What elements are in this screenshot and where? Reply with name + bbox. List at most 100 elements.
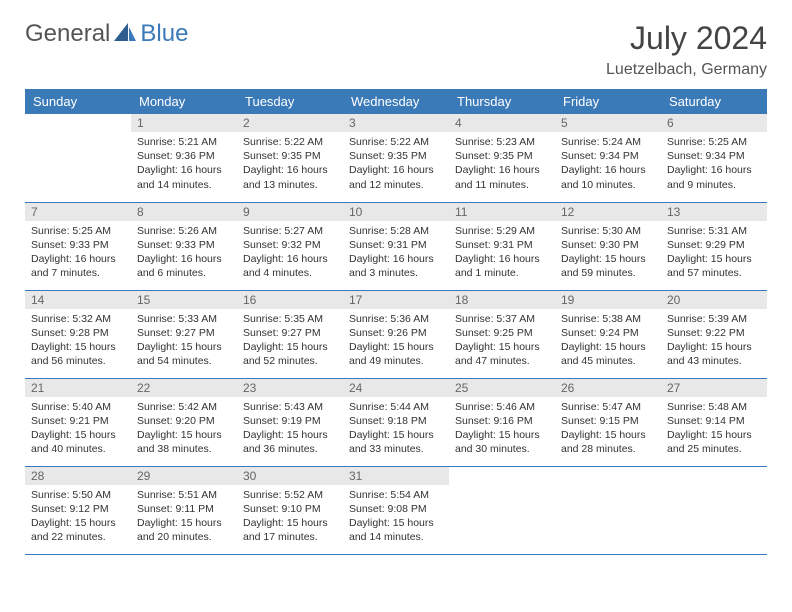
- day-details: Sunrise: 5:26 AMSunset: 9:33 PMDaylight:…: [131, 221, 237, 286]
- day-details: Sunrise: 5:38 AMSunset: 9:24 PMDaylight:…: [555, 309, 661, 374]
- month-title: July 2024: [606, 20, 767, 57]
- calendar-day-cell: 18Sunrise: 5:37 AMSunset: 9:25 PMDayligh…: [449, 290, 555, 378]
- calendar-day-cell: 30Sunrise: 5:52 AMSunset: 9:10 PMDayligh…: [237, 466, 343, 554]
- calendar-day-cell: 2Sunrise: 5:22 AMSunset: 9:35 PMDaylight…: [237, 114, 343, 202]
- day-number: 8: [131, 203, 237, 221]
- day-details: Sunrise: 5:48 AMSunset: 9:14 PMDaylight:…: [661, 397, 767, 462]
- day-number: 15: [131, 291, 237, 309]
- day-details: Sunrise: 5:52 AMSunset: 9:10 PMDaylight:…: [237, 485, 343, 550]
- calendar-week-row: 7Sunrise: 5:25 AMSunset: 9:33 PMDaylight…: [25, 202, 767, 290]
- day-details: Sunrise: 5:35 AMSunset: 9:27 PMDaylight:…: [237, 309, 343, 374]
- weekday-header: Friday: [555, 89, 661, 114]
- calendar-day-cell: 23Sunrise: 5:43 AMSunset: 9:19 PMDayligh…: [237, 378, 343, 466]
- weekday-header: Tuesday: [237, 89, 343, 114]
- calendar-day-cell: 7Sunrise: 5:25 AMSunset: 9:33 PMDaylight…: [25, 202, 131, 290]
- header: General Blue July 2024 Luetzelbach, Germ…: [25, 20, 767, 79]
- day-details: Sunrise: 5:30 AMSunset: 9:30 PMDaylight:…: [555, 221, 661, 286]
- day-details: Sunrise: 5:25 AMSunset: 9:34 PMDaylight:…: [661, 132, 767, 197]
- day-details: Sunrise: 5:21 AMSunset: 9:36 PMDaylight:…: [131, 132, 237, 197]
- day-details: Sunrise: 5:36 AMSunset: 9:26 PMDaylight:…: [343, 309, 449, 374]
- day-number: 25: [449, 379, 555, 397]
- calendar-day-cell: 4Sunrise: 5:23 AMSunset: 9:35 PMDaylight…: [449, 114, 555, 202]
- day-number: 31: [343, 467, 449, 485]
- calendar-day-cell: 3Sunrise: 5:22 AMSunset: 9:35 PMDaylight…: [343, 114, 449, 202]
- calendar-day-cell: 11Sunrise: 5:29 AMSunset: 9:31 PMDayligh…: [449, 202, 555, 290]
- day-details: Sunrise: 5:51 AMSunset: 9:11 PMDaylight:…: [131, 485, 237, 550]
- calendar-day-cell: 25Sunrise: 5:46 AMSunset: 9:16 PMDayligh…: [449, 378, 555, 466]
- day-number: 10: [343, 203, 449, 221]
- day-details: Sunrise: 5:37 AMSunset: 9:25 PMDaylight:…: [449, 309, 555, 374]
- calendar-day-cell: 19Sunrise: 5:38 AMSunset: 9:24 PMDayligh…: [555, 290, 661, 378]
- day-details: Sunrise: 5:22 AMSunset: 9:35 PMDaylight:…: [237, 132, 343, 197]
- weekday-header: Wednesday: [343, 89, 449, 114]
- day-details: Sunrise: 5:24 AMSunset: 9:34 PMDaylight:…: [555, 132, 661, 197]
- calendar-day-cell: 26Sunrise: 5:47 AMSunset: 9:15 PMDayligh…: [555, 378, 661, 466]
- day-number: 5: [555, 114, 661, 132]
- calendar-day-cell: 10Sunrise: 5:28 AMSunset: 9:31 PMDayligh…: [343, 202, 449, 290]
- location: Luetzelbach, Germany: [606, 61, 767, 79]
- day-details: Sunrise: 5:28 AMSunset: 9:31 PMDaylight:…: [343, 221, 449, 286]
- calendar-day-cell: 14Sunrise: 5:32 AMSunset: 9:28 PMDayligh…: [25, 290, 131, 378]
- day-details: Sunrise: 5:39 AMSunset: 9:22 PMDaylight:…: [661, 309, 767, 374]
- calendar-week-row: 28Sunrise: 5:50 AMSunset: 9:12 PMDayligh…: [25, 466, 767, 554]
- day-details: Sunrise: 5:43 AMSunset: 9:19 PMDaylight:…: [237, 397, 343, 462]
- calendar-header: SundayMondayTuesdayWednesdayThursdayFrid…: [25, 89, 767, 114]
- day-details: Sunrise: 5:29 AMSunset: 9:31 PMDaylight:…: [449, 221, 555, 286]
- day-number: 21: [25, 379, 131, 397]
- day-number: 29: [131, 467, 237, 485]
- day-number: 26: [555, 379, 661, 397]
- calendar-day-cell: [449, 466, 555, 554]
- day-number: 27: [661, 379, 767, 397]
- calendar-day-cell: 13Sunrise: 5:31 AMSunset: 9:29 PMDayligh…: [661, 202, 767, 290]
- day-number: 9: [237, 203, 343, 221]
- calendar-day-cell: [555, 466, 661, 554]
- day-number: 30: [237, 467, 343, 485]
- day-details: Sunrise: 5:46 AMSunset: 9:16 PMDaylight:…: [449, 397, 555, 462]
- weekday-header: Sunday: [25, 89, 131, 114]
- day-details: Sunrise: 5:40 AMSunset: 9:21 PMDaylight:…: [25, 397, 131, 462]
- calendar-day-cell: 17Sunrise: 5:36 AMSunset: 9:26 PMDayligh…: [343, 290, 449, 378]
- calendar-day-cell: 21Sunrise: 5:40 AMSunset: 9:21 PMDayligh…: [25, 378, 131, 466]
- logo-text-blue: Blue: [140, 20, 188, 48]
- day-details: Sunrise: 5:23 AMSunset: 9:35 PMDaylight:…: [449, 132, 555, 197]
- calendar-day-cell: 12Sunrise: 5:30 AMSunset: 9:30 PMDayligh…: [555, 202, 661, 290]
- logo-sail-icon: [114, 23, 136, 46]
- day-number: 13: [661, 203, 767, 221]
- calendar-day-cell: 8Sunrise: 5:26 AMSunset: 9:33 PMDaylight…: [131, 202, 237, 290]
- calendar-day-cell: 27Sunrise: 5:48 AMSunset: 9:14 PMDayligh…: [661, 378, 767, 466]
- calendar-day-cell: [661, 466, 767, 554]
- logo-text-general: General: [25, 20, 110, 48]
- day-number: 1: [131, 114, 237, 132]
- day-details: Sunrise: 5:25 AMSunset: 9:33 PMDaylight:…: [25, 221, 131, 286]
- weekday-header: Monday: [131, 89, 237, 114]
- calendar-week-row: 21Sunrise: 5:40 AMSunset: 9:21 PMDayligh…: [25, 378, 767, 466]
- calendar-day-cell: 31Sunrise: 5:54 AMSunset: 9:08 PMDayligh…: [343, 466, 449, 554]
- day-number: 11: [449, 203, 555, 221]
- day-number: 12: [555, 203, 661, 221]
- day-number: 18: [449, 291, 555, 309]
- day-details: Sunrise: 5:50 AMSunset: 9:12 PMDaylight:…: [25, 485, 131, 550]
- calendar-day-cell: 24Sunrise: 5:44 AMSunset: 9:18 PMDayligh…: [343, 378, 449, 466]
- day-details: Sunrise: 5:33 AMSunset: 9:27 PMDaylight:…: [131, 309, 237, 374]
- day-number: 7: [25, 203, 131, 221]
- day-number: 22: [131, 379, 237, 397]
- calendar-day-cell: 28Sunrise: 5:50 AMSunset: 9:12 PMDayligh…: [25, 466, 131, 554]
- logo: General Blue: [25, 20, 188, 48]
- day-details: Sunrise: 5:54 AMSunset: 9:08 PMDaylight:…: [343, 485, 449, 550]
- calendar-day-cell: 6Sunrise: 5:25 AMSunset: 9:34 PMDaylight…: [661, 114, 767, 202]
- day-details: Sunrise: 5:47 AMSunset: 9:15 PMDaylight:…: [555, 397, 661, 462]
- day-number: 20: [661, 291, 767, 309]
- calendar-day-cell: 20Sunrise: 5:39 AMSunset: 9:22 PMDayligh…: [661, 290, 767, 378]
- calendar-week-row: 14Sunrise: 5:32 AMSunset: 9:28 PMDayligh…: [25, 290, 767, 378]
- day-details: Sunrise: 5:32 AMSunset: 9:28 PMDaylight:…: [25, 309, 131, 374]
- day-details: Sunrise: 5:44 AMSunset: 9:18 PMDaylight:…: [343, 397, 449, 462]
- day-number: 24: [343, 379, 449, 397]
- day-number: 14: [25, 291, 131, 309]
- day-number: 17: [343, 291, 449, 309]
- calendar-day-cell: 16Sunrise: 5:35 AMSunset: 9:27 PMDayligh…: [237, 290, 343, 378]
- day-details: Sunrise: 5:22 AMSunset: 9:35 PMDaylight:…: [343, 132, 449, 197]
- calendar-day-cell: 1Sunrise: 5:21 AMSunset: 9:36 PMDaylight…: [131, 114, 237, 202]
- calendar-day-cell: 15Sunrise: 5:33 AMSunset: 9:27 PMDayligh…: [131, 290, 237, 378]
- day-number: 19: [555, 291, 661, 309]
- day-number: 6: [661, 114, 767, 132]
